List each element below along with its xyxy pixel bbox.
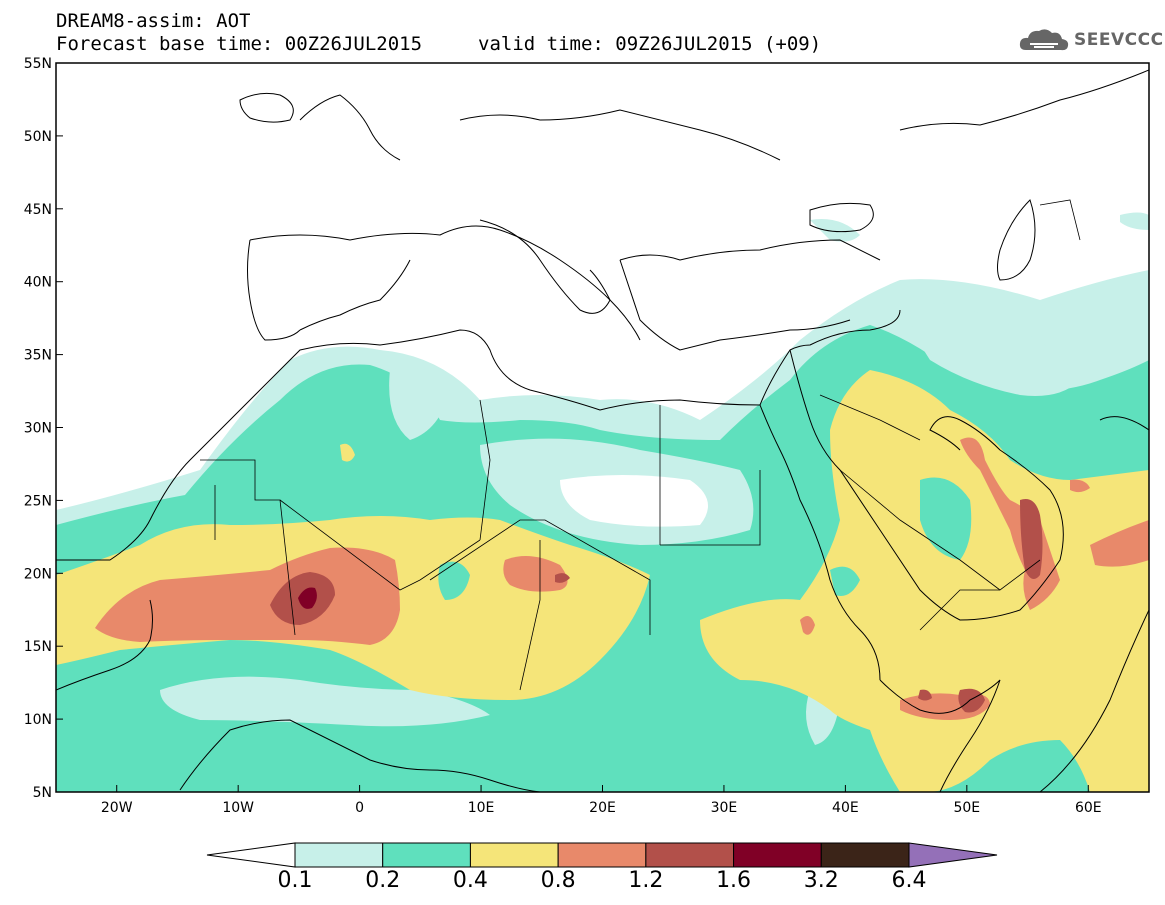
colorbar (206, 842, 998, 868)
lat-label: 10N (24, 712, 52, 728)
colorbar-label: 3.2 (803, 868, 839, 893)
model-title: DREAM8-assim: AOT (56, 10, 251, 32)
valid-time: valid time: 09Z26JUL2015 (+09) (478, 33, 822, 55)
lon-label: 60E (1075, 800, 1102, 816)
coastlines (56, 69, 1149, 792)
colorbar-segment (645, 842, 735, 868)
colorbar-segment (557, 842, 647, 868)
colorbar-label: 1.2 (628, 868, 664, 893)
colorbar-label: 0.4 (452, 868, 488, 893)
colorbar-label: 0.1 (277, 868, 313, 893)
aot-contour-1.6 (298, 587, 317, 609)
colorbar-label: 0.2 (365, 868, 401, 893)
logo-text: SEEVCCC (1074, 30, 1164, 50)
lon-label: 40E (832, 800, 859, 816)
longitude-axis: 20W 10W 0 10E 20E 30E 40E 50E 60E (101, 785, 1102, 816)
lat-label: 30N (24, 421, 52, 437)
lat-label: 25N (24, 493, 52, 509)
cloud-icon (1019, 29, 1069, 51)
lat-label: 50N (24, 129, 52, 145)
colorbar-over-triangle (908, 842, 998, 868)
lat-label: 20N (24, 566, 52, 582)
colorbar-segment (382, 842, 471, 868)
lat-label: 40N (24, 275, 52, 291)
lon-label: 20W (101, 800, 133, 816)
colorbar-label: 0.8 (540, 868, 576, 893)
lat-label: 45N (24, 202, 52, 218)
colorbar-segment (469, 842, 559, 868)
colorbar-segment (733, 842, 822, 868)
aot-field (56, 63, 1149, 792)
forecast-base-time: Forecast base time: 00Z26JUL2015 (56, 33, 423, 55)
colorbar-segment (294, 842, 384, 868)
lon-label: 10W (222, 800, 254, 816)
colorbar-under-triangle (206, 842, 296, 868)
lon-label: 0 (355, 800, 364, 816)
lon-label: 50E (953, 800, 980, 816)
lon-label: 30E (711, 800, 738, 816)
lon-label: 20E (589, 800, 616, 816)
colorbar-label: 1.6 (716, 868, 752, 893)
seevccc-logo: SEEVCCC (1018, 25, 1164, 55)
lat-label: 15N (24, 639, 52, 655)
lon-label: 10E (468, 800, 495, 816)
colorbar-label: 6.4 (891, 868, 927, 893)
borders (200, 199, 1081, 691)
colorbar-segment (820, 842, 910, 868)
lat-label: 55N (24, 56, 52, 72)
latitude-axis: 55N 50N 45N 40N 35N 30N 25N 20N 15N 10N 5N (24, 56, 63, 801)
lat-label: 5N (33, 785, 52, 801)
lat-label: 35N (24, 348, 52, 364)
